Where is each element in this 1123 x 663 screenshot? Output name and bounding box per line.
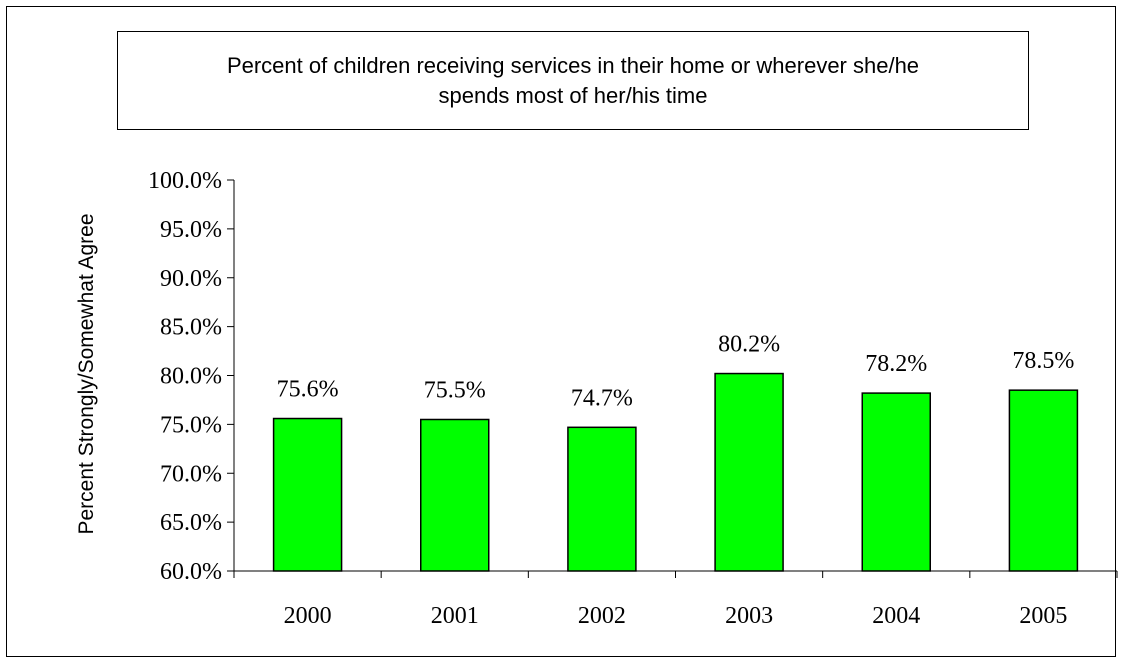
x-tick-label-2000: 2000 — [284, 603, 332, 629]
x-tick-label-2003: 2003 — [725, 603, 773, 629]
y-tick-label: 95.0% — [160, 217, 222, 243]
y-tick-label: 90.0% — [160, 266, 222, 292]
bar-2002 — [567, 426, 637, 572]
bar-2004 — [861, 392, 931, 572]
y-tick-label: 70.0% — [160, 461, 222, 487]
bar-2000 — [272, 417, 343, 572]
data-label-2001: 75.5% — [424, 377, 486, 403]
data-label-2004: 78.2% — [865, 351, 927, 377]
data-label-2003: 80.2% — [718, 332, 780, 358]
y-tick-label: 60.0% — [160, 559, 222, 585]
data-label-2005: 78.5% — [1012, 348, 1074, 374]
x-tick-label-2002: 2002 — [578, 603, 626, 629]
y-tick-label: 85.0% — [160, 315, 222, 341]
chart-title: Percent of children receiving services i… — [226, 52, 920, 108]
y-tick-label: 80.0% — [160, 364, 222, 390]
data-label-2002: 74.7% — [571, 385, 633, 411]
x-tick-label-2004: 2004 — [872, 603, 920, 629]
chart-title-box: Percent of children receiving services i… — [117, 31, 1029, 130]
data-label-2000: 75.6% — [277, 377, 339, 403]
x-tick-label-2005: 2005 — [1019, 603, 1067, 629]
y-tick-label: 65.0% — [160, 510, 222, 536]
bar-2001 — [420, 418, 490, 572]
bar-2003 — [714, 372, 784, 572]
x-tick-label-2001: 2001 — [431, 603, 479, 629]
bar-2005 — [1008, 389, 1079, 572]
y-tick-label: 100.0% — [148, 168, 222, 194]
y-tick-label: 75.0% — [160, 412, 222, 438]
